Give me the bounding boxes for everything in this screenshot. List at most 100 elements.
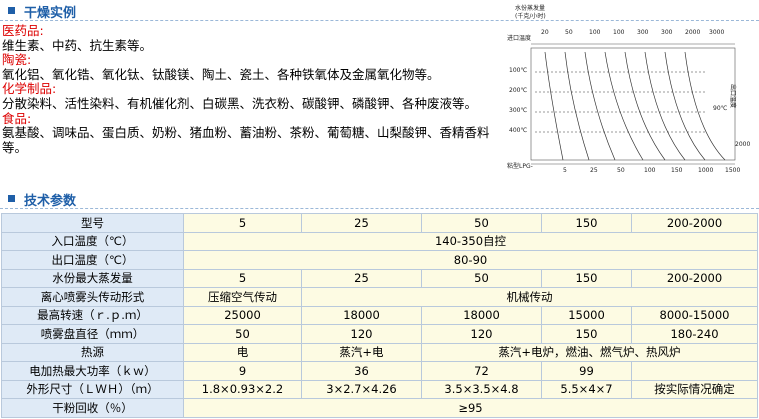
row-label: 出口温度（℃） [1,250,184,270]
cell: 150 [541,324,632,344]
group-text: 氧化铝、氧化锆、氧化钛、钛酸镁、陶土、瓷土、各种铁氧体及金属氧化物等。 [2,66,440,82]
cell: 按实际情况确定 [631,379,758,399]
table-row: 水份最大蒸发量 5 25 50 150 200-2000 [1,268,758,288]
table-row: 电加热最大功率（ｋｗ） 9 36 72 99 [1,361,758,381]
table-row: 型号 5 25 50 150 200-2000 [1,213,758,233]
cell: 99 [541,361,632,381]
row-label: 干粉回收（％） [1,398,184,418]
section-header: 干燥实例 [0,2,759,21]
examples: 医药品: 维生素、中药、抗生素等。 陶瓷: 氧化铝、氧化锆、氧化钛、钛酸镁、陶土、瓷土… [2,23,502,155]
table-row: 出口温度（℃） 80-90 [1,250,758,270]
cell: 200-2000 [631,213,758,233]
cell: 140-350自控 [183,231,758,251]
group-text: 分散染料、活性染料、有机催化剂、白碳黑、洗衣粉、碳酸钾、磷酸钾、各种废液等。 [2,95,478,111]
row-label: 外形尺寸（ＬＷＨ）（ｍ） [1,379,184,399]
group-label: 医药品: [2,23,44,38]
table-row: 外形尺寸（ＬＷＨ）（ｍ） 1.8×0.93×2.2 3×2.7×4.26 3.5×3.… [1,379,758,399]
cell: 36 [301,361,422,381]
cell: 120 [301,324,422,344]
row-label: 水份最大蒸发量 [1,268,184,288]
table-row: 最高转速（ｒ.ｐ.ｍ） 25000 18000 18000 15000 8000-1500… [1,305,758,325]
cell: 5.5×4×7 [541,379,632,399]
cell: 3×2.7×4.26 [301,379,422,399]
top-label: 2000 [685,29,700,36]
group-label: 食品: [2,110,32,126]
row-label: 电加热最大功率（ｋｗ） [1,361,184,381]
cell: 机械传动 [301,287,758,307]
outlet-label: 出口温度 [729,84,737,108]
group-label: 化学制品: [2,81,57,97]
bottom-label: 1000 [698,167,713,174]
param-table: 型号 5 25 50 150 200-2000 入口温度（℃） 140-350自控 出口温度（℃… [1,213,758,418]
cell: 120 [421,324,542,344]
cell: 25000 [183,305,302,325]
left-label: 300℃ [509,107,527,114]
row-label: 离心喷雾头传动形式 [1,287,184,307]
right-label: 2000 [735,141,750,148]
top-label: 300 [661,29,673,36]
cell: 18000 [421,305,542,325]
top-label: 100 [613,29,625,36]
cell: 蒸汽+电炉，燃油、燃气炉、热风炉 [421,342,758,362]
cell: ≥95 [183,398,758,418]
bottom-label: 150 [671,167,683,174]
cell: 150 [541,268,632,288]
bottom-label: 100 [644,167,656,174]
cell: 15000 [541,305,632,325]
table-row: 热源电蒸汽+电 蒸汽+电炉，燃油、燃气炉、热风炉 [1,342,758,362]
left-label: 200℃ [509,87,527,94]
top-label: 300 [637,29,649,36]
table-row: 喷雾盘直径（ｍｍ） 50 120 120 150 180-240 [1,324,758,344]
left-label: 400℃ [509,127,527,134]
diagram-unit: (千克/小时) [515,12,546,20]
group-label: 陶瓷: [2,52,32,68]
cell: 72 [421,361,542,381]
cell: 50 [421,268,542,288]
row-label: 喷雾盘直径（ｍｍ） [1,324,184,344]
outlet-temp: 90℃ [713,105,728,112]
group-text: 维生素、中药、抗生素等。 [2,37,153,53]
diagram-title: 水份蒸发量 [515,4,545,12]
table-row: 离心喷雾头传动形式 压缩空气传动 机械传动 [1,287,758,307]
diagram: 水份蒸发量 (千克/小时) 进口温度 出口温度 90℃ 2000 粘型LPG- … [507,4,750,174]
cell: 1.8×0.93×2.2 [183,379,302,399]
cell: 25 [301,213,422,233]
cell: 9 [183,361,302,381]
bottom-label: 50 [617,167,625,174]
top-label: 3000 [709,29,724,36]
cell: 3.5×3.5×4.8 [421,379,542,399]
section-header: 技术参数 [0,190,759,209]
group-text: 氨基酸、调味品、蛋白质、奶粉、猪血粉、蓄油粉、茶粉、葡萄糖、山梨酸钾、香精香料等… [2,125,490,155]
cell: 8000-15000 [631,305,758,325]
inlet-label: 进口温度 [507,34,531,42]
section-title: 干燥实例 [24,6,77,21]
cell: 50 [183,324,302,344]
cell [631,361,758,381]
bottom-title: 粘型LPG- [507,162,533,170]
row-label: 入口温度（℃） [1,231,184,251]
cell: 蒸汽+电 [301,342,422,362]
top-label: 50 [565,29,573,36]
cell: 150 [541,213,632,233]
row-label: 热源 [1,342,184,362]
row-label: 最高转速（ｒ.ｐ.ｍ） [1,305,184,325]
top-label: 20 [541,29,549,36]
bottom-label: 5 [563,167,567,174]
cell: 5 [183,268,302,288]
row-label: 型号 [1,213,184,233]
cell: 200-2000 [631,268,758,288]
cell: 18000 [301,305,422,325]
bottom-label: 25 [590,167,598,174]
bottom-label: 1500 [725,167,740,174]
table-row: 入口温度（℃） 140-350自控 [1,231,758,251]
top-label: 100 [589,29,601,36]
cell: 5 [183,213,302,233]
cell: 80-90 [183,250,758,270]
left-label: 100℃ [509,67,527,74]
cell: 180-240 [631,324,758,344]
section-title: 技术参数 [24,194,77,209]
cell: 50 [421,213,542,233]
table-row: 干粉回收（％） ≥95 [1,398,758,418]
cell: 25 [301,268,422,288]
